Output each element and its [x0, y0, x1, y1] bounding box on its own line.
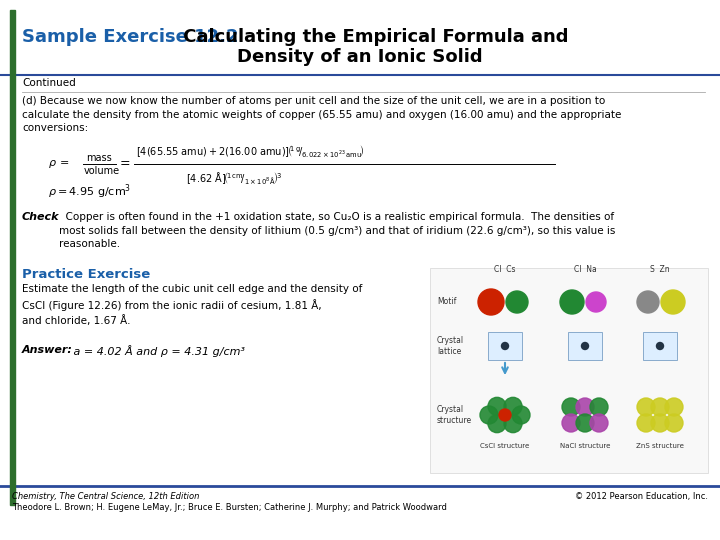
Text: ZnS structure: ZnS structure	[636, 443, 684, 449]
Circle shape	[651, 414, 669, 432]
Circle shape	[506, 291, 528, 313]
Text: S  Zn: S Zn	[650, 265, 670, 274]
Text: $[4(65.55\ \mathrm{amu})+2(16.00\ \mathrm{amu})]\!\left(\!{}^{1\,\mathrm{g}}\!/{: $[4(65.55\ \mathrm{amu})+2(16.00\ \mathr…	[136, 144, 364, 160]
Circle shape	[502, 342, 508, 349]
Text: mass: mass	[86, 153, 112, 163]
Text: Density of an Ionic Solid: Density of an Ionic Solid	[237, 48, 483, 66]
Text: $\rho\,=$: $\rho\,=$	[48, 158, 69, 170]
Text: Calculating the Empirical Formula and: Calculating the Empirical Formula and	[177, 28, 569, 46]
Circle shape	[582, 342, 588, 349]
Text: Check: Check	[22, 212, 60, 222]
Text: CsCl structure: CsCl structure	[480, 443, 530, 449]
Circle shape	[504, 415, 522, 433]
Circle shape	[665, 398, 683, 416]
Circle shape	[590, 398, 608, 416]
Text: Cl  Na: Cl Na	[574, 265, 596, 274]
Circle shape	[488, 397, 506, 415]
Text: © 2012 Pearson Education, Inc.: © 2012 Pearson Education, Inc.	[575, 492, 708, 501]
Text: Crystal
lattice: Crystal lattice	[437, 336, 464, 356]
Circle shape	[576, 414, 594, 432]
Circle shape	[637, 414, 655, 432]
Text: Answer:: Answer:	[22, 345, 73, 355]
Circle shape	[590, 414, 608, 432]
Text: $[4.62\ \mathrm{\AA}]\!\left(\!{}^{1\,\mathrm{cm}}\!/{}_{1\times10^8\,\mathrm{\A: $[4.62\ \mathrm{\AA}]\!\left(\!{}^{1\,\m…	[186, 171, 282, 187]
Bar	[568, 332, 602, 360]
Circle shape	[586, 292, 606, 312]
Text: Continued: Continued	[22, 78, 76, 88]
Circle shape	[480, 406, 498, 424]
Text: (d) Because we now know the number of atoms per unit cell and the size of the un: (d) Because we now know the number of at…	[22, 96, 621, 133]
Circle shape	[478, 289, 504, 315]
Text: Theodore L. Brown; H. Eugene LeMay, Jr.; Bruce E. Bursten; Catherine J. Murphy; : Theodore L. Brown; H. Eugene LeMay, Jr.;…	[12, 503, 447, 512]
Circle shape	[665, 414, 683, 432]
Circle shape	[637, 291, 659, 313]
Text: Chemistry, The Central Science, 12th Edition: Chemistry, The Central Science, 12th Edi…	[12, 492, 199, 501]
Circle shape	[562, 414, 580, 432]
Text: Copper is often found in the +1 oxidation state, so Cu₂O is a realistic empirica: Copper is often found in the +1 oxidatio…	[59, 212, 616, 249]
Text: Estimate the length of the cubic unit cell edge and the density of
CsCl (Figure : Estimate the length of the cubic unit ce…	[22, 284, 362, 326]
Text: $\rho=4.95\ \mathrm{g/cm^3}$: $\rho=4.95\ \mathrm{g/cm^3}$	[48, 183, 131, 201]
Text: Practice Exercise: Practice Exercise	[22, 268, 150, 281]
Text: a = 4.02 Å and ρ = 4.31 g/cm³: a = 4.02 Å and ρ = 4.31 g/cm³	[70, 345, 245, 357]
Circle shape	[657, 342, 664, 349]
Circle shape	[661, 290, 685, 314]
Circle shape	[504, 397, 522, 415]
Circle shape	[637, 398, 655, 416]
Circle shape	[651, 398, 669, 416]
Text: Sample Exercise 12.2: Sample Exercise 12.2	[22, 28, 238, 46]
Circle shape	[576, 398, 594, 416]
Circle shape	[560, 290, 584, 314]
Text: Motif: Motif	[437, 298, 456, 307]
Text: Cl  Cs: Cl Cs	[494, 265, 516, 274]
Text: NaCl structure: NaCl structure	[560, 443, 610, 449]
Text: volume: volume	[84, 166, 120, 176]
Circle shape	[512, 406, 530, 424]
Text: =: =	[120, 158, 130, 171]
Text: Crystal
structure: Crystal structure	[437, 405, 472, 425]
Bar	[488, 332, 522, 360]
Bar	[10, 10, 15, 505]
Bar	[430, 268, 708, 473]
Circle shape	[499, 409, 511, 421]
Circle shape	[488, 415, 506, 433]
Circle shape	[562, 398, 580, 416]
Bar	[643, 332, 677, 360]
